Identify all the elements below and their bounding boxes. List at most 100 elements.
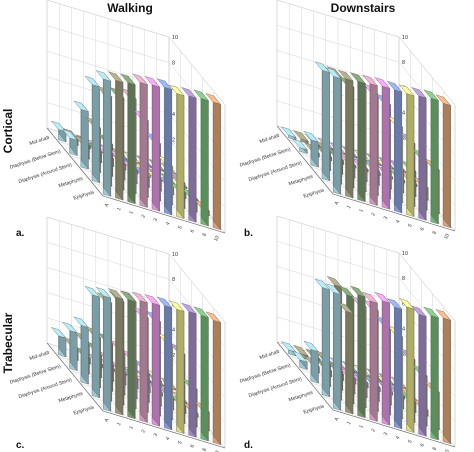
z-tick-label: 4 — [172, 112, 175, 118]
x-tick-label: 4 — [395, 435, 402, 440]
x-tick-label: 5 — [407, 439, 414, 444]
row-label: Metaphysis — [58, 391, 84, 405]
row-label: Mid-shaft — [259, 349, 281, 361]
x-tick-label: 6 — [419, 443, 426, 448]
bar — [168, 300, 185, 435]
bar — [132, 73, 148, 208]
x-tick-label: 1 — [358, 424, 365, 429]
row-label: Metaphysis — [288, 390, 314, 404]
bar — [132, 291, 148, 423]
panel-label-c: c. — [16, 440, 25, 451]
bars — [50, 70, 222, 231]
z-tick-label: 4 — [172, 328, 175, 334]
bar — [350, 285, 366, 419]
bar — [293, 130, 309, 145]
x-axis-line — [102, 195, 226, 234]
bar — [280, 126, 297, 141]
x-tick-label: 1 — [346, 420, 353, 425]
column-title-walking: Walking — [107, 1, 153, 15]
bars — [280, 61, 452, 229]
x-tick-label: 1 — [128, 425, 135, 430]
bar — [423, 306, 439, 441]
row-label: Epiphysis — [303, 187, 326, 199]
z-tick-label: 10 — [402, 251, 408, 257]
x-tick-label: 3 — [383, 431, 390, 436]
x-tick-label: 1 — [116, 206, 123, 211]
x-tick-label: 6 — [189, 229, 196, 234]
row-title-cortical: Cortical — [1, 109, 15, 154]
panel-label-d: d. — [244, 440, 253, 451]
bar — [398, 298, 415, 434]
row-label: Metaphysis — [288, 174, 314, 188]
x-tick-label: 4 — [165, 436, 172, 441]
x-tick-label: 2 — [141, 429, 148, 434]
x-tick-label: 6 — [419, 227, 426, 232]
bar — [50, 120, 67, 143]
bar — [435, 309, 452, 445]
bar — [73, 316, 89, 385]
x-tick-label: 10 — [213, 450, 221, 452]
row-label: Metaphysis — [58, 176, 84, 190]
bar — [325, 283, 342, 411]
x-tick-label: 4 — [395, 219, 402, 224]
bar — [314, 278, 331, 398]
x-tick-label: 5 — [407, 223, 414, 228]
x-tick-label: 1 — [128, 210, 135, 215]
row-title-trabecular: Trabecular — [1, 312, 15, 373]
z-tick-label: 4 — [402, 327, 405, 333]
bar — [107, 71, 124, 201]
z-tick-label: 8 — [402, 60, 405, 66]
x-tick-label: 3 — [153, 217, 160, 222]
bar — [168, 84, 185, 220]
bar — [386, 298, 403, 430]
bar — [95, 286, 112, 412]
x-tick-label: 2 — [141, 214, 148, 219]
bar — [398, 84, 415, 218]
x-axis-line — [332, 193, 456, 232]
bar — [325, 67, 342, 195]
x-tick-label: 5 — [177, 440, 184, 445]
x-tick-label: 1 — [358, 208, 365, 213]
bar — [144, 294, 161, 427]
bar — [314, 61, 331, 182]
z-tick-label: 8 — [172, 277, 175, 283]
row-label: Epiphysis — [73, 404, 96, 416]
x-tick-label: 2 — [371, 212, 378, 217]
bar — [362, 291, 378, 422]
bar — [156, 296, 173, 431]
bar — [303, 340, 319, 384]
bar — [423, 89, 439, 225]
bars — [280, 276, 452, 445]
bar — [386, 80, 403, 214]
x-tick-label: 2 — [371, 428, 378, 433]
y-axis-line — [46, 342, 104, 412]
bar — [435, 94, 452, 229]
z-tick-label: 8 — [402, 276, 405, 282]
bar — [144, 75, 161, 212]
bar — [292, 350, 308, 371]
x-tick-label: A — [104, 417, 111, 423]
x-tick-label: 8 — [202, 447, 209, 452]
z-tick-label: 2 — [172, 353, 175, 359]
z-tick-label: 4 — [402, 111, 405, 117]
z-tick-label: 2 — [402, 136, 405, 142]
bar — [193, 89, 209, 227]
z-tick-label: 10 — [172, 252, 178, 258]
x-tick-label: A — [104, 202, 111, 208]
bar — [84, 285, 101, 399]
z-tick-label: 2 — [402, 352, 405, 358]
z-tick-label: 2 — [172, 137, 175, 143]
x-tick-label: 8 — [432, 230, 439, 235]
column-title-downstairs: Downstairs — [331, 1, 396, 15]
bar — [73, 100, 89, 170]
bar — [62, 321, 78, 372]
x-tick-label: 10 — [213, 235, 221, 243]
bar — [120, 290, 136, 420]
